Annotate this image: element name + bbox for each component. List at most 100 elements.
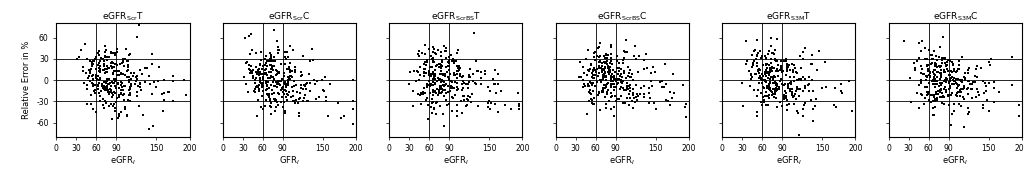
Point	[256, 71, 272, 74]
Point	[423, 83, 439, 86]
Point	[827, 106, 844, 109]
Point	[767, 89, 783, 92]
Point	[434, 88, 451, 91]
Point	[94, 58, 111, 61]
Point	[249, 114, 265, 117]
Point	[769, 84, 785, 87]
Point	[583, 97, 599, 100]
Point	[242, 72, 258, 75]
Point	[250, 84, 266, 86]
Point	[625, 78, 641, 81]
Point	[782, 89, 799, 92]
Point	[469, 104, 485, 107]
Point	[245, 77, 261, 80]
Point	[132, 68, 148, 71]
Point	[295, 87, 311, 90]
Point	[767, 81, 783, 84]
Point	[620, 85, 636, 88]
Point	[605, 86, 622, 89]
Point	[961, 86, 977, 89]
Point	[597, 66, 613, 69]
Point	[763, 90, 779, 93]
Point	[792, 55, 808, 58]
Point	[266, 59, 283, 62]
Point	[120, 98, 136, 101]
Point	[273, 96, 290, 98]
Point	[262, 59, 279, 62]
Point	[772, 59, 788, 62]
Point	[614, 62, 631, 64]
Point	[916, 97, 933, 100]
Point	[261, 95, 278, 98]
Point	[755, 82, 771, 85]
Point	[763, 58, 779, 61]
Point	[292, 97, 308, 100]
Point	[601, 68, 617, 71]
Point	[760, 95, 776, 98]
Point	[632, 93, 648, 96]
Point	[923, 62, 939, 65]
Point	[612, 94, 629, 97]
Point	[413, 103, 429, 105]
Point	[266, 85, 283, 88]
Point	[422, 75, 438, 77]
Point	[612, 67, 629, 70]
Point	[91, 92, 108, 95]
Point	[292, 91, 308, 94]
Point	[126, 72, 142, 75]
Point	[788, 72, 805, 75]
X-axis label: eGFR$_{I}$: eGFR$_{I}$	[942, 155, 969, 167]
Point	[652, 81, 669, 84]
Point	[800, 84, 816, 87]
Point	[447, 74, 464, 77]
Point	[597, 54, 613, 57]
Point	[421, 66, 437, 69]
Point	[113, 93, 129, 96]
Point	[968, 67, 984, 70]
Point	[412, 55, 428, 58]
Point	[265, 91, 282, 94]
Point	[597, 61, 613, 64]
Point	[257, 73, 273, 75]
Point	[943, 124, 959, 127]
Point	[100, 91, 117, 94]
Point	[622, 69, 638, 72]
Point	[965, 87, 981, 90]
Point	[593, 81, 609, 84]
Point	[83, 67, 99, 70]
Point	[647, 107, 664, 110]
Point	[594, 74, 610, 77]
Point	[449, 70, 465, 73]
Point	[306, 83, 323, 86]
Point	[636, 96, 652, 99]
Point	[938, 64, 954, 67]
Point	[766, 49, 782, 52]
Point	[937, 79, 953, 82]
Point	[484, 77, 501, 80]
Point	[285, 48, 301, 51]
Point	[255, 82, 271, 85]
Point	[606, 71, 623, 74]
Point	[241, 68, 257, 71]
Point	[933, 74, 949, 76]
Point	[941, 80, 957, 83]
Point	[258, 98, 274, 101]
Point	[596, 76, 612, 78]
Point	[272, 79, 289, 82]
Point	[754, 79, 770, 82]
Point	[605, 76, 622, 79]
Point	[583, 93, 599, 96]
Point	[818, 86, 835, 89]
Point	[109, 86, 125, 89]
Point	[920, 93, 936, 95]
Point	[266, 60, 283, 63]
Point	[296, 84, 312, 87]
Point	[400, 82, 417, 85]
Point	[608, 98, 625, 101]
Point	[437, 89, 454, 92]
Point	[582, 90, 598, 93]
Point	[288, 99, 304, 102]
Point	[986, 87, 1002, 90]
Point	[105, 104, 122, 107]
Point	[83, 64, 99, 67]
